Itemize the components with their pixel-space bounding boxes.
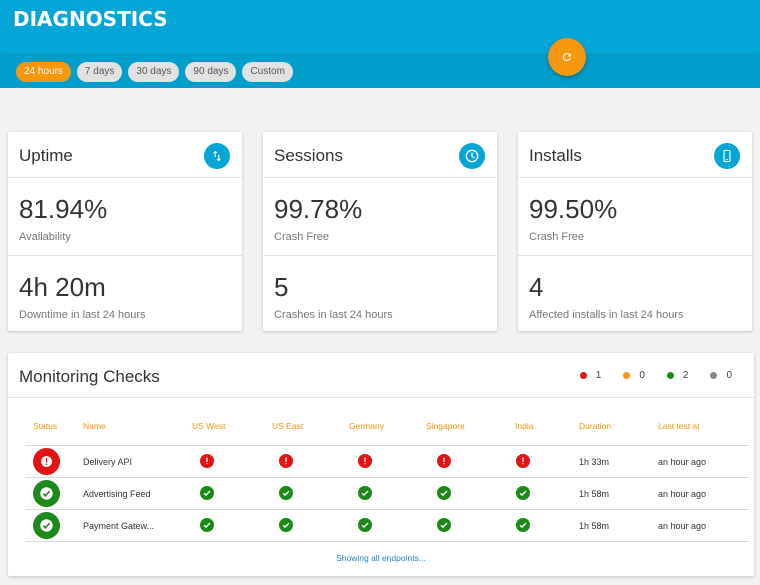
error-icon — [279, 454, 293, 468]
table-divider — [25, 445, 749, 446]
card-title: Installs — [529, 146, 582, 165]
phone-icon — [714, 143, 740, 169]
range-30-days[interactable]: 30 days — [128, 62, 180, 82]
column-header-duration[interactable]: Duration — [579, 421, 612, 431]
check-icon — [516, 518, 530, 532]
stat-label: Crash Free — [274, 231, 330, 243]
legend-ok: 2 — [666, 370, 689, 381]
monitoring-checks-card: Monitoring Checks 1 0 2 0 Status Name US… — [8, 353, 754, 576]
check-name[interactable]: Payment Gatew... — [83, 521, 155, 531]
arrows-vertical-icon — [204, 143, 230, 169]
column-header-last-test[interactable]: Last test at — [658, 421, 700, 431]
error-status-icon — [33, 448, 60, 475]
check-duration: 1h 33m — [579, 457, 610, 467]
range-90-days[interactable]: 90 days — [185, 62, 237, 82]
card-header: Installs — [518, 132, 752, 178]
error-icon — [200, 454, 214, 468]
stat-value: 81.94% — [19, 194, 108, 224]
crashes-stat: 5 Crashes in last 24 hours — [263, 255, 497, 332]
availability-stat: 81.94% Availability — [8, 178, 242, 255]
stat-label: Crash Free — [529, 231, 585, 243]
column-header-name[interactable]: Name — [83, 421, 106, 431]
card-header: Sessions — [263, 132, 497, 178]
check-name[interactable]: Delivery API — [83, 457, 133, 467]
stat-label: Availability — [19, 231, 71, 243]
check-icon — [279, 518, 293, 532]
stat-value: 99.78% — [274, 194, 363, 224]
crash-free-stat: 99.78% Crash Free — [263, 178, 497, 255]
legend-count: 1 — [595, 370, 602, 381]
check-icon — [516, 486, 530, 500]
legend-warning: 0 — [623, 370, 645, 381]
check-duration: 1h 58m — [579, 489, 610, 499]
check-icon — [358, 486, 372, 500]
ok-dot — [666, 372, 674, 379]
card-title: Uptime — [19, 146, 73, 165]
column-header-india[interactable]: India — [515, 421, 534, 431]
card-title: Sessions — [274, 146, 343, 165]
legend-count: 0 — [639, 370, 645, 381]
affected-installs-stat: 4 Affected installs in last 24 hours — [518, 255, 752, 332]
unknown-dot — [710, 372, 718, 379]
stat-label: Downtime in last 24 hours — [19, 309, 146, 321]
legend-count: 2 — [682, 370, 689, 381]
check-icon — [358, 518, 372, 532]
range-24-hours[interactable]: 24 hours — [16, 62, 71, 82]
legend-unknown: 0 — [710, 370, 732, 381]
error-dot — [579, 372, 587, 379]
check-duration: 1h 58m — [579, 521, 610, 531]
error-icon — [437, 454, 451, 468]
legend-count: 0 — [726, 370, 732, 381]
stat-label: Affected installs in last 24 hours — [529, 309, 684, 321]
column-header-status[interactable]: Status — [33, 421, 58, 431]
stat-value: 4h 20m — [19, 272, 106, 302]
check-icon — [200, 486, 214, 500]
card-header: Uptime — [8, 132, 242, 178]
header-toolbar — [0, 55, 760, 88]
check-icon — [279, 486, 293, 500]
installs-card: Installs 99.50% Crash Free 4 Affected in… — [518, 132, 752, 331]
ok-status-icon — [33, 480, 60, 507]
error-icon — [358, 454, 372, 468]
stat-value: 5 — [274, 272, 289, 302]
check-icon — [437, 486, 451, 500]
clock-icon — [459, 143, 485, 169]
show-all-endpoints-link[interactable]: Showing all endpoints... — [336, 553, 426, 563]
ok-status-icon — [33, 512, 60, 539]
downtime-stat: 4h 20m Downtime in last 24 hours — [8, 255, 242, 332]
range-custom[interactable]: Custom — [242, 62, 293, 82]
check-icon — [200, 518, 214, 532]
check-icon — [437, 518, 451, 532]
range-7-days[interactable]: 7 days — [76, 62, 123, 82]
table-divider — [25, 509, 749, 510]
error-icon — [516, 454, 530, 468]
card-title: Monitoring Checks — [19, 367, 160, 386]
stat-label: Crashes in last 24 hours — [274, 309, 393, 321]
sessions-card: Sessions 99.78% Crash Free 5 Crashes in … — [263, 132, 497, 331]
app-header: DIAGNOSTICS 24 hours 7 days 30 days 90 d… — [0, 0, 760, 88]
column-header-us-west[interactable]: US West — [192, 421, 226, 431]
check-name[interactable]: Advertising Feed — [83, 489, 151, 499]
table-divider — [25, 541, 749, 542]
warning-dot — [623, 372, 631, 379]
uptime-card: Uptime 81.94% Availability 4h 20m Downti… — [8, 132, 242, 331]
column-header-us-east[interactable]: US East — [272, 421, 304, 431]
check-last-test: an hour ago — [658, 457, 707, 467]
refresh-icon — [562, 52, 571, 61]
app-title: DIAGNOSTICS — [13, 7, 168, 31]
check-last-test: an hour ago — [658, 489, 707, 499]
table-divider — [25, 477, 749, 478]
time-range-selector: 24 hours 7 days 30 days 90 days Custom — [16, 62, 293, 82]
card-header: Monitoring Checks 1 0 2 0 — [8, 353, 754, 398]
stat-value: 4 — [529, 272, 544, 302]
check-last-test: an hour ago — [658, 521, 707, 531]
column-header-germany[interactable]: Germany — [349, 421, 384, 431]
stat-value: 99.50% — [529, 194, 618, 224]
legend-error: 1 — [579, 370, 602, 381]
installs-crash-free-stat: 99.50% Crash Free — [518, 178, 752, 255]
column-header-singapore[interactable]: Singapore — [426, 421, 465, 431]
status-legend: 1 0 2 0 — [558, 370, 732, 381]
refresh-button[interactable] — [548, 38, 586, 76]
